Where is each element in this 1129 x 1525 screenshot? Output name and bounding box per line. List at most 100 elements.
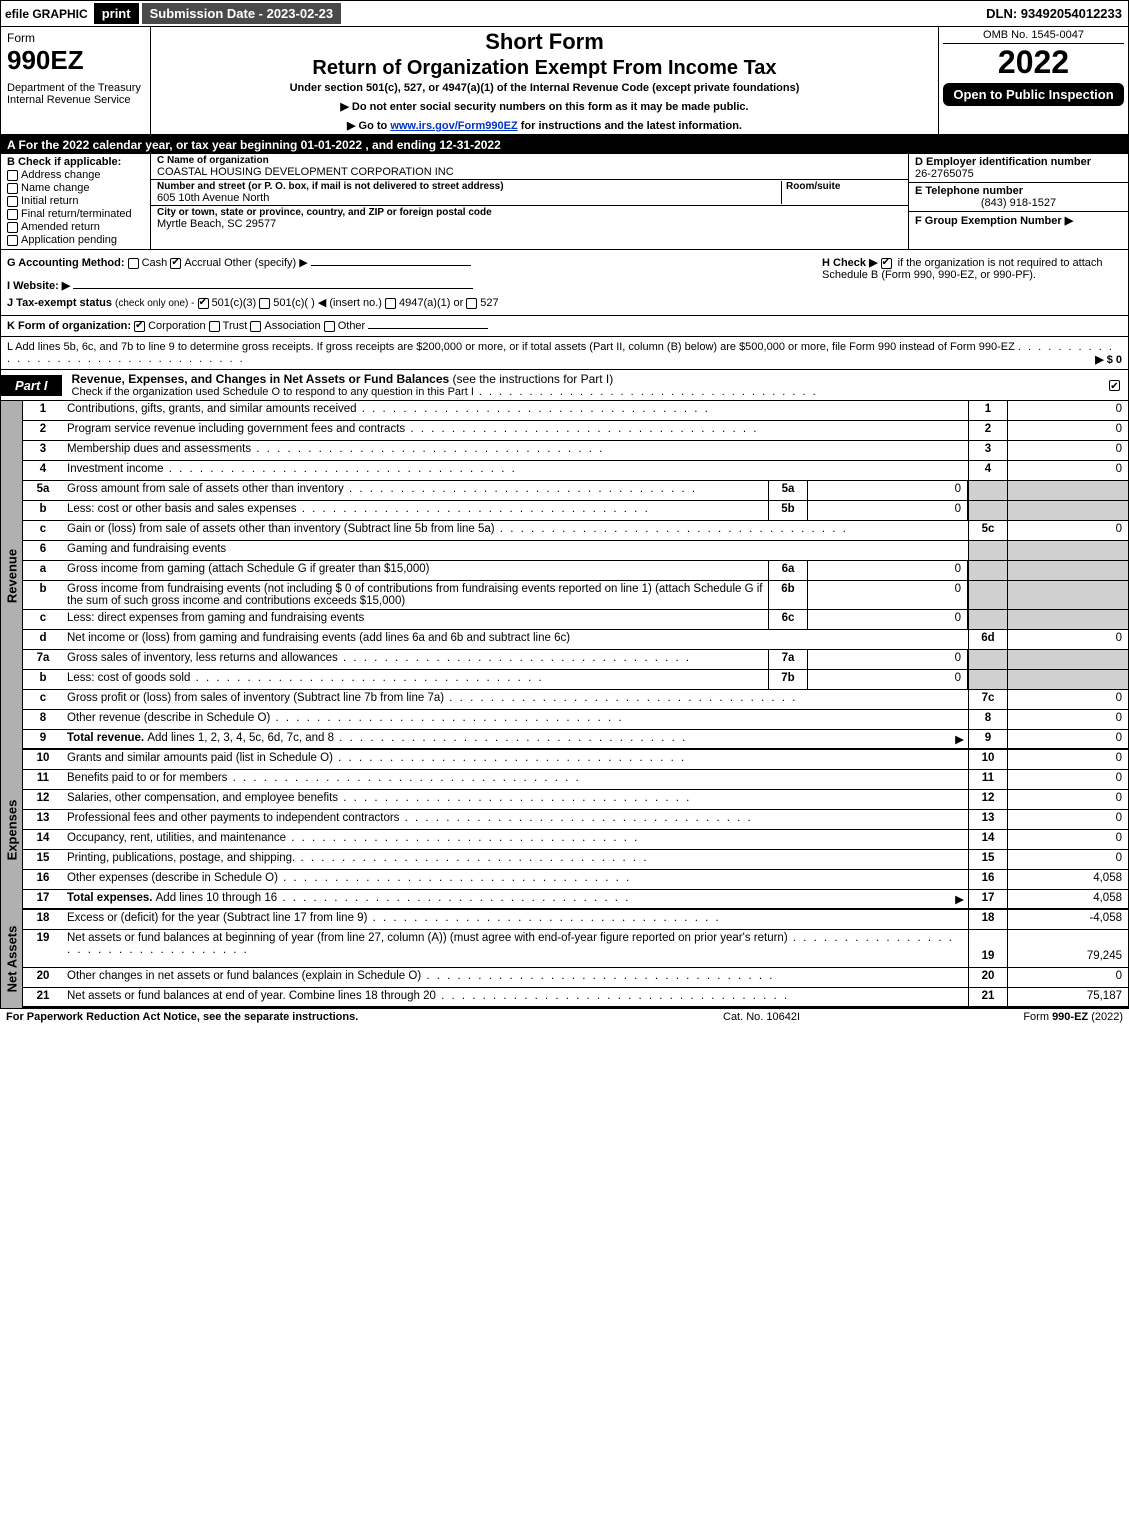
chk-trust[interactable] [209, 321, 220, 332]
chk-initial-return[interactable]: Initial return [7, 195, 144, 207]
row-20: 20Other changes in net assets or fund ba… [23, 968, 1128, 988]
other-input[interactable] [311, 265, 471, 266]
header-right: OMB No. 1545-0047 2022 Open to Public In… [938, 27, 1128, 134]
submission-date-button[interactable]: Submission Date - 2023-02-23 [142, 3, 342, 24]
tax-exempt-sub: (check only one) - [115, 298, 194, 309]
row-3: 3Membership dues and assessments30 [23, 441, 1128, 461]
section-b-title: B Check if applicable: [7, 156, 144, 168]
row-17: 17Total expenses. Add lines 10 through 1… [23, 890, 1128, 910]
form-number: 990EZ [7, 45, 144, 76]
row-5c: cGain or (loss) from sale of assets othe… [23, 521, 1128, 541]
expenses-side-label: Expenses [1, 750, 23, 910]
h-label: H Check ▶ [822, 257, 878, 269]
chk-accrual[interactable] [170, 258, 181, 269]
chk-501c3[interactable] [198, 298, 209, 309]
phone-value: (843) 918-1527 [915, 197, 1122, 209]
part1-title: Revenue, Expenses, and Changes in Net As… [72, 370, 1104, 400]
tax-exempt-label: J Tax-exempt status [7, 297, 112, 309]
city-value: Myrtle Beach, SC 29577 [157, 218, 902, 230]
website-label: I Website: ▶ [7, 280, 70, 292]
section-def: D Employer identification number 26-2765… [908, 154, 1128, 249]
section-b: B Check if applicable: Address change Na… [1, 154, 151, 249]
chk-corporation[interactable] [134, 321, 145, 332]
dln-label: DLN: 93492054012233 [986, 6, 1128, 21]
part1-header: Part I Revenue, Expenses, and Changes in… [1, 370, 1128, 401]
chk-name-change[interactable]: Name change [7, 182, 144, 194]
netassets-section: Net Assets 18Excess or (deficit) for the… [1, 910, 1128, 1008]
chk-final-return[interactable]: Final return/terminated [7, 208, 144, 220]
row-19: 19Net assets or fund balances at beginni… [23, 930, 1128, 968]
row-6b: bGross income from fundraising events (n… [23, 581, 1128, 610]
row-10: 10Grants and similar amounts paid (list … [23, 750, 1128, 770]
tax-year: 2022 [943, 44, 1124, 81]
addr-value: 605 10th Avenue North [157, 192, 777, 204]
chk-501c[interactable] [259, 298, 270, 309]
chk-other-org[interactable] [324, 321, 335, 332]
chk-527[interactable] [466, 298, 477, 309]
ein-label: D Employer identification number [915, 156, 1122, 168]
footer-formid: Form 990-EZ (2022) [923, 1011, 1123, 1023]
chk-amended-return[interactable]: Amended return [7, 221, 144, 233]
row-4: 4Investment income40 [23, 461, 1128, 481]
chk-address-change[interactable]: Address change [7, 169, 144, 181]
chk-association[interactable] [250, 321, 261, 332]
chk-cash[interactable] [128, 258, 139, 269]
row-7a: 7aGross sales of inventory, less returns… [23, 650, 1128, 670]
part1-badge: Part I [1, 375, 62, 396]
expenses-section: Expenses 10Grants and similar amounts pa… [1, 750, 1128, 910]
line-a: A For the 2022 calendar year, or tax yea… [1, 136, 1128, 154]
line-h: H Check ▶ if the organization is not req… [822, 256, 1122, 309]
row-12: 12Salaries, other compensation, and empl… [23, 790, 1128, 810]
row-15: 15Printing, publications, postage, and s… [23, 850, 1128, 870]
line-l: L Add lines 5b, 6c, and 7b to line 9 to … [1, 337, 1128, 370]
row-9: 9Total revenue. Add lines 1, 2, 3, 4, 5c… [23, 730, 1128, 750]
row-18: 18Excess or (deficit) for the year (Subt… [23, 910, 1128, 930]
footer-left: For Paperwork Reduction Act Notice, see … [6, 1011, 723, 1023]
chk-schedule-o[interactable] [1109, 380, 1120, 391]
form-org-label: K Form of organization: [7, 320, 131, 332]
efile-label: efile GRAPHIC [5, 7, 88, 21]
section-b-thru-f: B Check if applicable: Address change Na… [1, 154, 1128, 250]
row-5a: 5aGross amount from sale of assets other… [23, 481, 1128, 501]
row-7b: bLess: cost of goods sold7b0 [23, 670, 1128, 690]
row-6d: dNet income or (loss) from gaming and fu… [23, 630, 1128, 650]
page-footer: For Paperwork Reduction Act Notice, see … [0, 1009, 1129, 1025]
city-label: City or town, state or province, country… [157, 207, 902, 218]
row-5b: bLess: cost or other basis and sales exp… [23, 501, 1128, 521]
org-name: COASTAL HOUSING DEVELOPMENT CORPORATION … [157, 166, 902, 178]
return-title: Return of Organization Exempt From Incom… [159, 57, 930, 80]
goto-note: ▶ Go to www.irs.gov/Form990EZ for instru… [159, 119, 930, 132]
row-6: 6Gaming and fundraising events [23, 541, 1128, 561]
irs-link[interactable]: www.irs.gov/Form990EZ [390, 120, 517, 132]
row-6a: aGross income from gaming (attach Schedu… [23, 561, 1128, 581]
other-specify: Other (specify) ▶ [224, 257, 308, 269]
row-7c: cGross profit or (loss) from sales of in… [23, 690, 1128, 710]
accounting-label: G Accounting Method: [7, 257, 125, 269]
open-public-box: Open to Public Inspection [943, 83, 1124, 106]
form-word: Form [7, 31, 144, 45]
other-org-input[interactable] [368, 328, 488, 329]
top-bar: efile GRAPHIC print Submission Date - 20… [1, 1, 1128, 27]
goto-text: ▶ Go to [347, 120, 390, 132]
omb-number: OMB No. 1545-0047 [943, 29, 1124, 44]
phone-label: E Telephone number [915, 185, 1122, 197]
footer-catno: Cat. No. 10642I [723, 1011, 923, 1023]
section-g-thru-j: G Accounting Method: Cash Accrual Other … [1, 250, 1128, 316]
header-left: Form 990EZ Department of the Treasury In… [1, 27, 151, 134]
row-14: 14Occupancy, rent, utilities, and mainte… [23, 830, 1128, 850]
revenue-side-label: Revenue [1, 401, 23, 750]
goto-suffix: for instructions and the latest informat… [521, 120, 742, 132]
netassets-side-label: Net Assets [1, 910, 23, 1008]
chk-application-pending[interactable]: Application pending [7, 234, 144, 246]
header-center: Short Form Return of Organization Exempt… [151, 27, 938, 134]
website-input[interactable] [73, 288, 473, 289]
room-label: Room/suite [786, 181, 902, 192]
chk-4947[interactable] [385, 298, 396, 309]
under-section: Under section 501(c), 527, or 4947(a)(1)… [159, 82, 930, 94]
form-header: Form 990EZ Department of the Treasury In… [1, 27, 1128, 136]
org-name-label: C Name of organization [157, 155, 902, 166]
row-6c: cLess: direct expenses from gaming and f… [23, 610, 1128, 630]
revenue-section: Revenue 1Contributions, gifts, grants, a… [1, 401, 1128, 750]
chk-schedule-b[interactable] [881, 258, 892, 269]
print-button[interactable]: print [94, 3, 139, 24]
